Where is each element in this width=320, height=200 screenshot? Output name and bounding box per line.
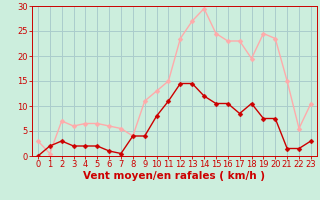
X-axis label: Vent moyen/en rafales ( km/h ): Vent moyen/en rafales ( km/h ) xyxy=(84,171,265,181)
